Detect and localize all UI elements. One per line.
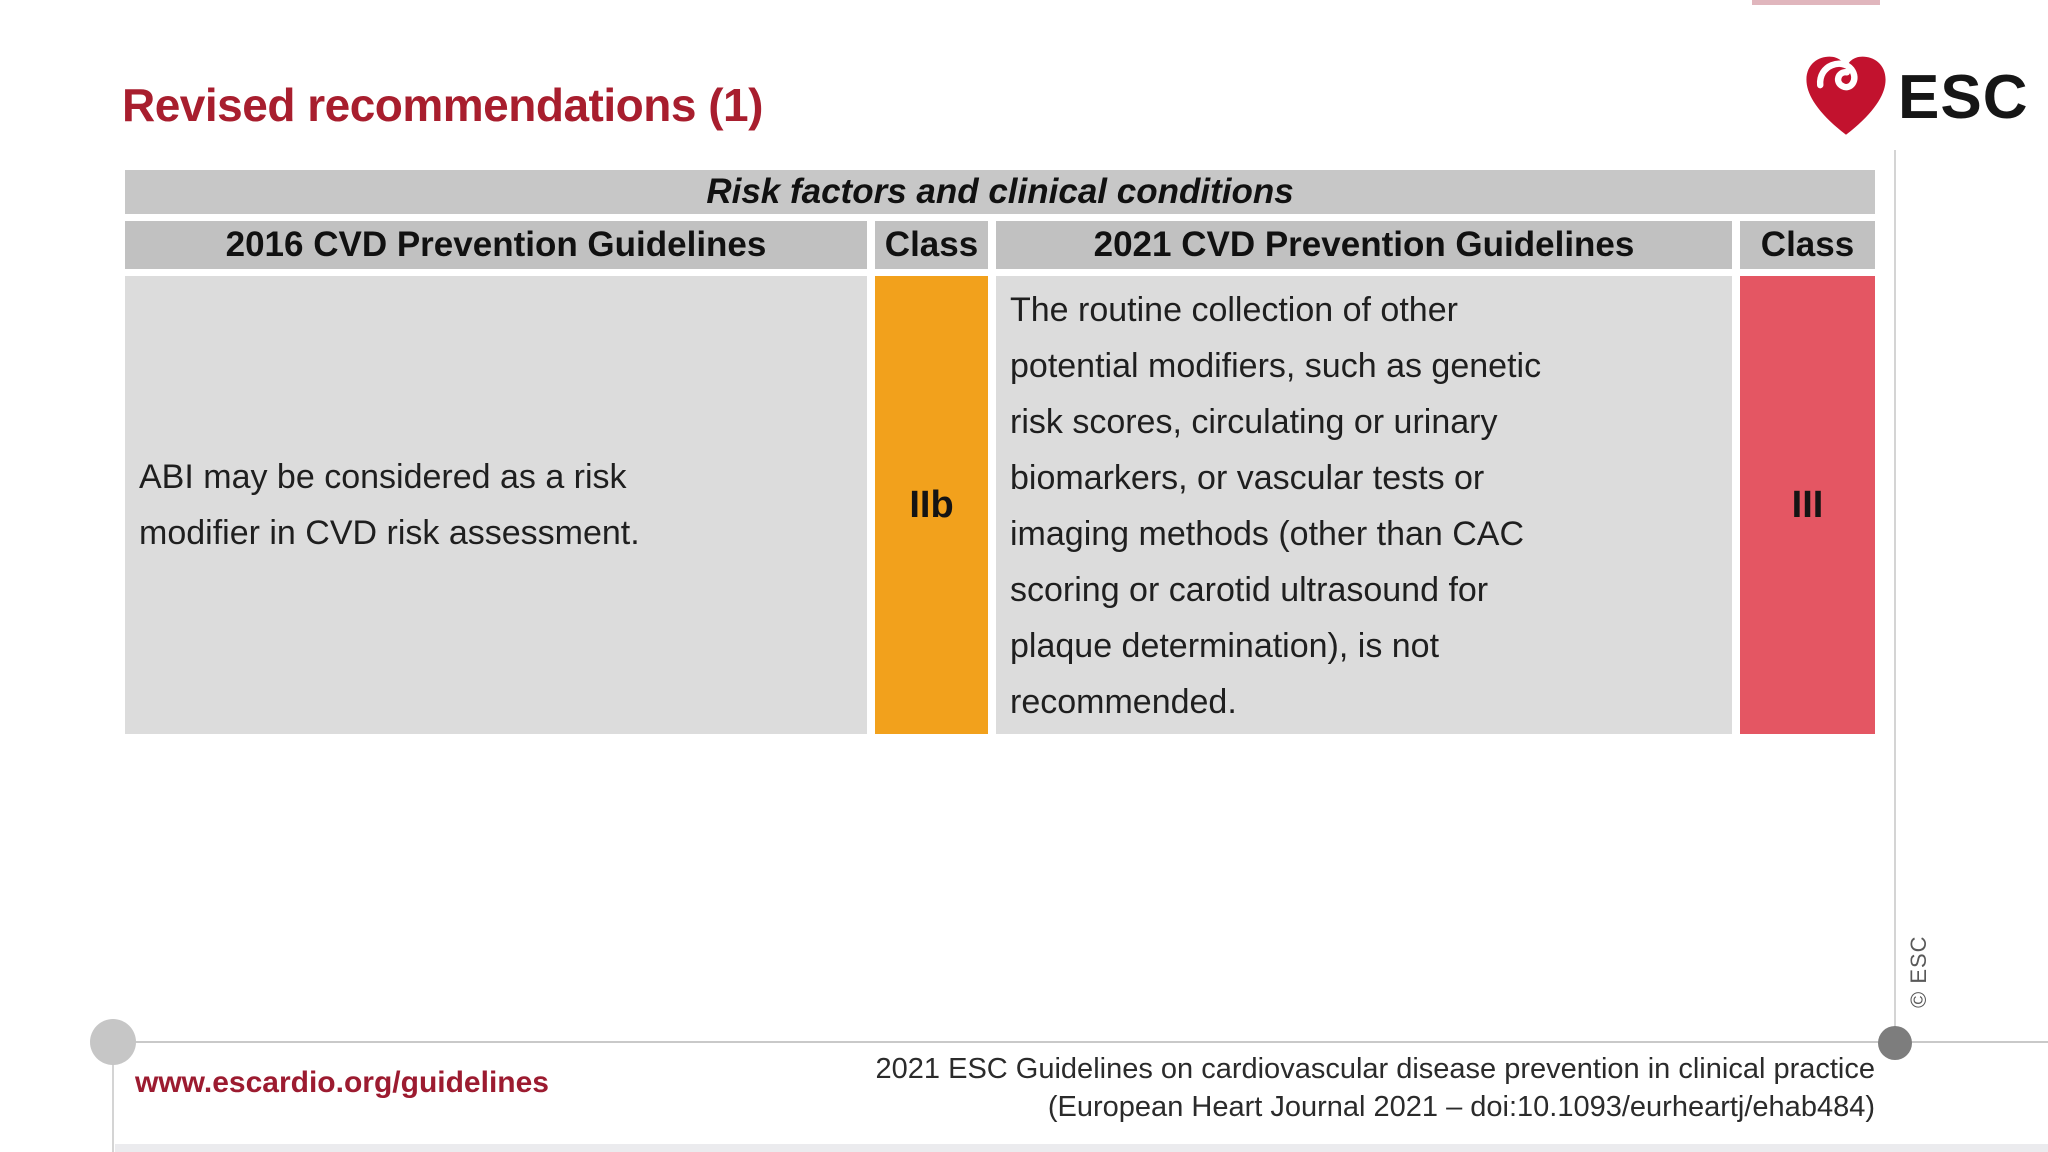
- esc-heart-icon: [1800, 52, 1892, 144]
- guidelines-website-link[interactable]: www.escardio.org/guidelines: [135, 1066, 549, 1099]
- reference-citation-line1: 2021 ESC Guidelines on cardiovascular di…: [875, 1053, 1875, 1085]
- cell-2016-recommendation: ABI may be considered as a risk modifier…: [125, 276, 867, 734]
- cell-2021-recommendation: The routine collection of other potentia…: [996, 276, 1732, 734]
- right-vertical-divider: [1894, 150, 1896, 1042]
- footer-right-circle-decoration: [1878, 1026, 1912, 1060]
- table-row: ABI may be considered as a risk modifier…: [125, 276, 1875, 734]
- column-header-class-2016: Class: [875, 221, 988, 269]
- bottom-edge-strip: [115, 1144, 2048, 1152]
- reference-citation-line2: (European Heart Journal 2021 – doi:10.10…: [1047, 1091, 1875, 1123]
- top-right-accent-bar: [1752, 0, 1880, 5]
- reference-citation: 2021 ESC Guidelines on cardiovascular di…: [876, 1050, 1875, 1126]
- esc-logo-text: ESC: [1898, 63, 2029, 132]
- esc-logo: ESC: [1800, 50, 2030, 145]
- left-vertical-divider: [112, 1042, 114, 1152]
- footer-horizontal-divider: [113, 1041, 2048, 1043]
- table-section-header: Risk factors and clinical conditions: [125, 170, 1875, 214]
- esc-copyright-vertical-label: © ESC: [1906, 935, 1931, 1008]
- cell-class-2021-badge: III: [1740, 276, 1875, 734]
- table-column-headers: 2016 CVD Prevention Guidelines Class 202…: [125, 221, 1875, 269]
- column-header-2021-guidelines: 2021 CVD Prevention Guidelines: [996, 221, 1732, 269]
- column-header-class-2021: Class: [1740, 221, 1875, 269]
- guidelines-comparison-table: Risk factors and clinical conditions 201…: [125, 170, 1875, 734]
- column-header-2016-guidelines: 2016 CVD Prevention Guidelines: [125, 221, 867, 269]
- cell-class-2016-badge: IIb: [875, 276, 988, 734]
- footer-left-circle-decoration: [90, 1019, 136, 1065]
- page-title: Revised recommendations (1): [122, 79, 763, 131]
